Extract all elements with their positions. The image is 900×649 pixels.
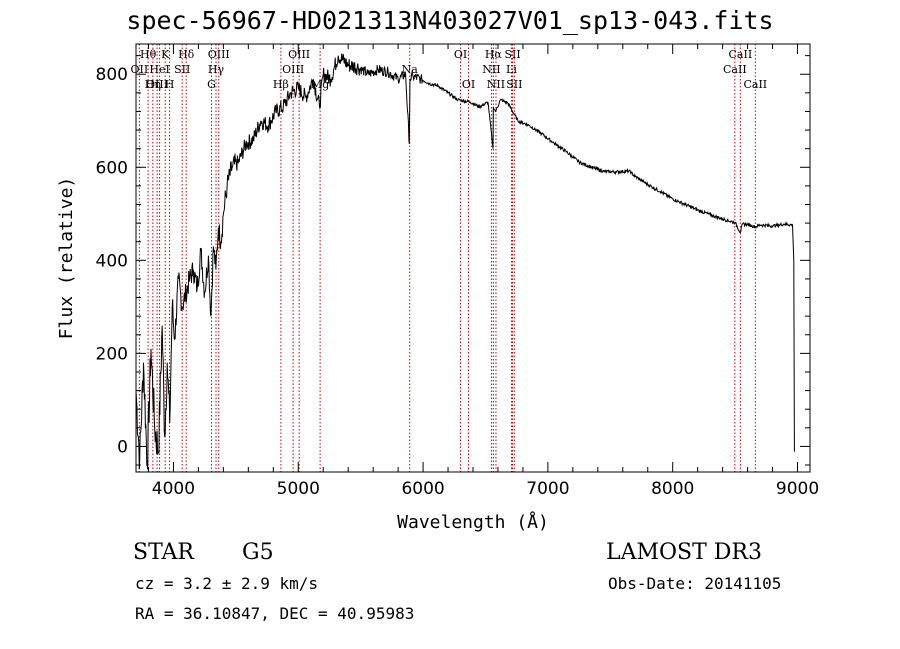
- x-axis-label: Wavelength (Å): [397, 511, 549, 533]
- spectral-line-label: OIII: [146, 78, 168, 91]
- chart-title: spec-56967-HD021313N403027V01_sp13-043.f…: [126, 6, 774, 35]
- spectral-line-label: NII: [482, 63, 500, 76]
- spectral-line-label: OIII: [208, 48, 230, 61]
- spectral-line-label: CaII: [723, 63, 747, 76]
- plot-frame: [135, 43, 811, 473]
- spectral-line-label: OI: [462, 78, 475, 91]
- spectral-line-label: Hβ: [273, 78, 289, 91]
- object-class: STAR: [133, 540, 194, 565]
- y-tick-label: 400: [96, 251, 128, 271]
- spectral-line-label: NII: [487, 78, 505, 91]
- x-tick-label: 6000: [401, 479, 444, 499]
- spectral-line-label: Hη: [145, 78, 161, 91]
- spectral-line-label: Hγ: [208, 63, 225, 76]
- x-tick-label: 8000: [651, 479, 694, 499]
- spectral-line-label: SII: [174, 63, 190, 76]
- spectral-line-label: CaII: [743, 78, 767, 91]
- x-tick-label: 4000: [152, 479, 195, 499]
- spectral-line-label: K: [161, 48, 170, 61]
- spectrum-series-line: [135, 53, 795, 470]
- spectral-line-label: OII: [131, 63, 149, 76]
- x-tick-label: 5000: [277, 479, 320, 499]
- spectral-line-label: Hα: [485, 48, 503, 61]
- object-subclass: G5: [242, 540, 274, 565]
- spectral-line-label: OI: [454, 48, 467, 61]
- x-tick-label: 7000: [526, 479, 569, 499]
- y-tick-label: 600: [96, 158, 128, 178]
- y-tick-label: 0: [117, 437, 128, 457]
- y-axis-label: Flux (relative): [56, 177, 77, 340]
- sky-coordinates: RA = 36.10847, DEC = 40.95983: [135, 604, 415, 623]
- spectral-line-label: H: [165, 78, 175, 91]
- redshift-cz: cz = 3.2 ± 2.9 km/s: [135, 574, 319, 593]
- spectral-line-label: G: [207, 78, 216, 91]
- spectral-line-label: SII: [506, 78, 522, 91]
- y-tick-label: 200: [96, 344, 128, 364]
- x-tick-label: 9000: [776, 479, 819, 499]
- spectral-line-label: Li: [506, 63, 517, 76]
- spectral-line-label: SII: [504, 48, 520, 61]
- observation-date: Obs-Date: 20141105: [608, 574, 782, 593]
- survey-name: LAMOST DR3: [606, 540, 762, 565]
- spectral-line-label: OIII: [288, 48, 310, 61]
- spectral-line-label: CaII: [729, 48, 753, 61]
- y-tick-label: 800: [96, 65, 128, 85]
- spectral-line-label: HeI: [149, 63, 169, 76]
- spectral-line-label: Hδ: [178, 48, 195, 61]
- spectral-line-label: OIII: [282, 63, 304, 76]
- spectral-line-label: Hθ: [140, 48, 157, 61]
